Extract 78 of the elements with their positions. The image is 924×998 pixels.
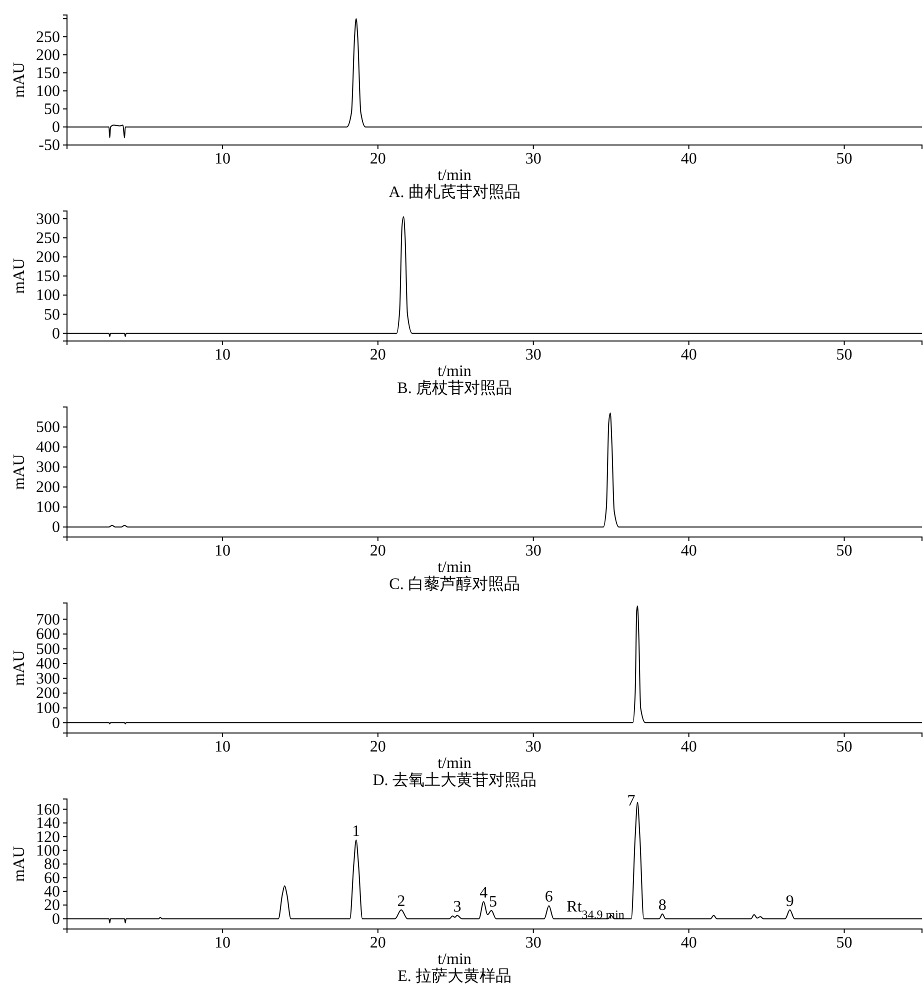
annotation: 9 [786, 892, 794, 910]
y-tick-label: 0 [52, 119, 60, 136]
x-tick-label: 10 [214, 738, 230, 756]
x-axis-title: t/min [438, 755, 472, 772]
y-tick-label: 300 [36, 459, 60, 476]
x-tick-label: 50 [836, 346, 852, 364]
text: D. 去氧土大黄苷对照品 [372, 771, 536, 789]
y-tick-label: 400 [36, 439, 60, 456]
y-axis-title: mAU [11, 454, 28, 490]
y-axis-title: mAU [11, 846, 28, 882]
y-axis-title: mAU [11, 258, 28, 294]
x-tick-label: 10 [214, 346, 230, 364]
y-tick-label: 100 [36, 499, 60, 516]
x-axis-title: t/min [438, 167, 472, 184]
x-tick-label: 40 [680, 934, 697, 952]
y-tick-label: 300 [36, 210, 60, 228]
annotation: 1 [352, 823, 360, 840]
x-tick-label: 50 [836, 934, 852, 952]
y-tick-label: 0 [52, 325, 60, 342]
y-axis-title: mAU [11, 650, 28, 686]
x-tick-label: 20 [370, 346, 386, 364]
annotation: 5 [488, 894, 497, 911]
x-tick-label: 40 [680, 346, 697, 364]
x-tick-label: 20 [370, 934, 386, 952]
y-tick-label: 200 [36, 249, 60, 266]
x-tick-label: 50 [836, 542, 852, 560]
text: A. 曲札芪苷对照品 [388, 183, 520, 201]
annotation: 7 [627, 792, 636, 810]
x-axis-title: t/min [438, 363, 472, 380]
text: B. 虎杖苷对照品 [397, 379, 512, 397]
y-tick-label: 150 [36, 268, 60, 286]
y-tick-label: 600 [36, 626, 60, 644]
y-tick-label: 0 [52, 519, 60, 536]
y-tick-label: 150 [36, 64, 60, 82]
text: E. 拉萨大黄样品 [398, 967, 512, 985]
y-tick-label: 100 [36, 287, 60, 304]
y-tick-label: 200 [36, 479, 60, 496]
y-tick-label: 100 [36, 700, 60, 718]
y-tick-label: 700 [36, 611, 60, 628]
x-tick-label: 40 [680, 738, 697, 756]
annotation: Rt$_{34.9 min}$ [566, 898, 624, 922]
x-tick-label: 30 [525, 150, 542, 168]
annotation: 4 [480, 884, 488, 902]
x-tick-label: 20 [370, 542, 386, 560]
y-tick-label: 400 [36, 656, 60, 673]
annotation: 6 [544, 888, 553, 906]
x-tick-label: 40 [680, 542, 697, 560]
y-tick-label: -50 [38, 137, 60, 154]
x-tick-label: 40 [680, 150, 697, 168]
y-tick-label: 100 [36, 82, 60, 100]
text: C. 白藜芦醇对照品 [389, 575, 520, 593]
annotation: 3 [453, 898, 462, 916]
x-tick-label: 30 [525, 738, 542, 756]
y-tick-label: 500 [36, 419, 60, 436]
x-tick-label: 20 [370, 150, 386, 168]
x-tick-label: 10 [214, 934, 230, 952]
annotation: 2 [397, 892, 406, 910]
x-axis-title: t/min [438, 951, 472, 968]
x-tick-label: 20 [370, 738, 386, 756]
x-tick-label: 50 [836, 150, 852, 168]
y-axis-title: mAU [11, 62, 28, 98]
x-tick-label: 10 [214, 150, 230, 168]
x-axis-title: t/min [438, 559, 472, 576]
y-tick-label: 200 [36, 685, 60, 702]
y-tick-label: 200 [36, 46, 60, 64]
x-tick-label: 30 [525, 346, 542, 364]
y-tick-label: 50 [44, 306, 60, 324]
x-tick-label: 30 [525, 934, 542, 952]
y-tick-label: 250 [36, 28, 60, 46]
x-tick-label: 30 [525, 542, 542, 560]
y-tick-label: 500 [36, 640, 60, 658]
y-tick-label: 50 [44, 101, 60, 118]
y-tick-label: 0 [52, 714, 60, 732]
x-tick-label: 50 [836, 738, 852, 756]
annotation: 8 [658, 896, 666, 914]
x-tick-label: 10 [214, 542, 230, 560]
y-tick-label: 300 [36, 670, 60, 688]
y-tick-label: 250 [36, 230, 60, 247]
